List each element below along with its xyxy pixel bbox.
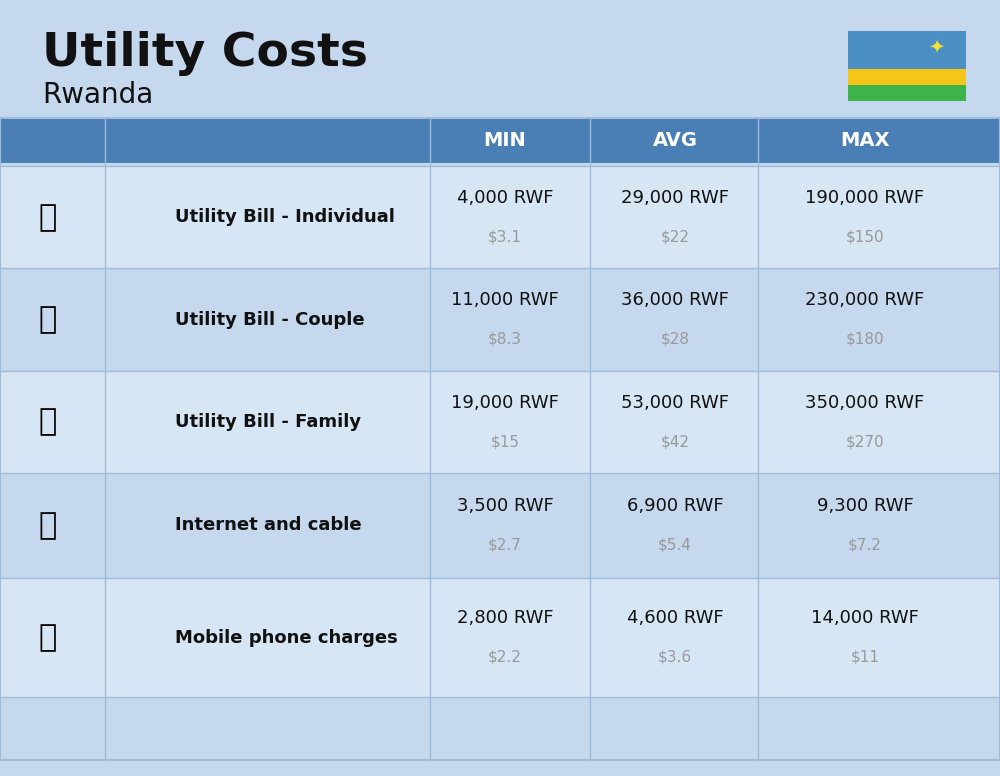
FancyBboxPatch shape bbox=[848, 31, 966, 70]
FancyBboxPatch shape bbox=[0, 268, 1000, 371]
Text: Utility Bill - Individual: Utility Bill - Individual bbox=[175, 208, 395, 227]
Text: $3.6: $3.6 bbox=[658, 650, 692, 665]
Text: 📱: 📱 bbox=[39, 623, 57, 653]
FancyBboxPatch shape bbox=[848, 70, 966, 85]
Text: $42: $42 bbox=[660, 434, 690, 449]
Text: MIN: MIN bbox=[484, 131, 526, 150]
FancyBboxPatch shape bbox=[0, 166, 1000, 268]
Text: $270: $270 bbox=[846, 434, 884, 449]
Text: $28: $28 bbox=[660, 331, 690, 347]
Text: $2.2: $2.2 bbox=[488, 650, 522, 665]
FancyBboxPatch shape bbox=[0, 473, 1000, 578]
FancyBboxPatch shape bbox=[0, 118, 1000, 163]
Text: 🔧: 🔧 bbox=[39, 305, 57, 334]
Text: 4,600 RWF: 4,600 RWF bbox=[627, 609, 723, 628]
Text: Internet and cable: Internet and cable bbox=[175, 516, 362, 535]
Text: 36,000 RWF: 36,000 RWF bbox=[621, 291, 729, 310]
Text: 9,300 RWF: 9,300 RWF bbox=[817, 497, 913, 515]
Text: $2.7: $2.7 bbox=[488, 537, 522, 553]
Text: 6,900 RWF: 6,900 RWF bbox=[627, 497, 723, 515]
Text: $8.3: $8.3 bbox=[488, 331, 522, 347]
Text: ✦: ✦ bbox=[928, 37, 945, 56]
Text: 29,000 RWF: 29,000 RWF bbox=[621, 189, 729, 207]
Text: $5.4: $5.4 bbox=[658, 537, 692, 553]
Text: $15: $15 bbox=[490, 434, 520, 449]
Text: 3,500 RWF: 3,500 RWF bbox=[457, 497, 553, 515]
Text: 4,000 RWF: 4,000 RWF bbox=[457, 189, 553, 207]
Text: 53,000 RWF: 53,000 RWF bbox=[621, 393, 729, 412]
Text: 🔧: 🔧 bbox=[39, 407, 57, 437]
Text: Mobile phone charges: Mobile phone charges bbox=[175, 629, 398, 647]
Text: 11,000 RWF: 11,000 RWF bbox=[451, 291, 559, 310]
Text: 🔧: 🔧 bbox=[39, 203, 57, 232]
Text: 190,000 RWF: 190,000 RWF bbox=[805, 189, 925, 207]
Text: Utility Costs: Utility Costs bbox=[42, 31, 368, 76]
Text: 📶: 📶 bbox=[39, 511, 57, 540]
Text: 14,000 RWF: 14,000 RWF bbox=[811, 609, 919, 628]
Text: Utility Bill - Couple: Utility Bill - Couple bbox=[175, 310, 365, 329]
Text: $7.2: $7.2 bbox=[848, 537, 882, 553]
Text: $3.1: $3.1 bbox=[488, 229, 522, 244]
Text: $22: $22 bbox=[660, 229, 690, 244]
Text: $11: $11 bbox=[850, 650, 880, 665]
Text: $180: $180 bbox=[846, 331, 884, 347]
FancyBboxPatch shape bbox=[848, 85, 966, 101]
Text: 19,000 RWF: 19,000 RWF bbox=[451, 393, 559, 412]
Text: MAX: MAX bbox=[840, 131, 890, 150]
Text: Rwanda: Rwanda bbox=[42, 81, 153, 109]
Text: Utility Bill - Family: Utility Bill - Family bbox=[175, 413, 361, 431]
FancyBboxPatch shape bbox=[0, 578, 1000, 697]
Text: $150: $150 bbox=[846, 229, 884, 244]
Text: 350,000 RWF: 350,000 RWF bbox=[805, 393, 925, 412]
Text: AVG: AVG bbox=[652, 131, 698, 150]
Text: 230,000 RWF: 230,000 RWF bbox=[805, 291, 925, 310]
FancyBboxPatch shape bbox=[0, 371, 1000, 473]
Text: 2,800 RWF: 2,800 RWF bbox=[457, 609, 553, 628]
